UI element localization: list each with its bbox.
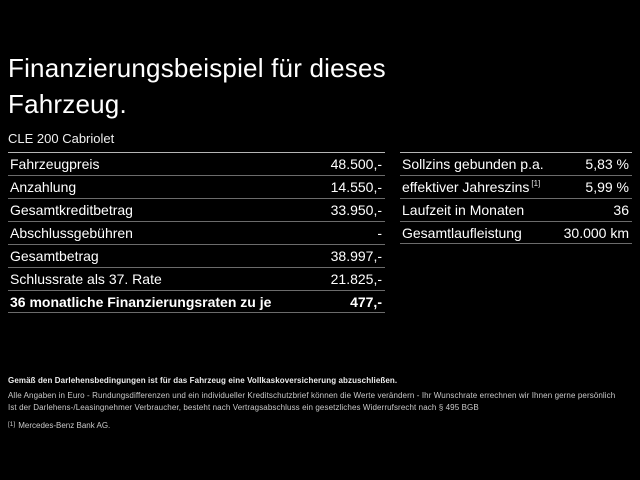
- row-label-text: effektiver Jahreszins: [402, 179, 530, 195]
- row-label-text: Abschlussgebühren: [10, 225, 133, 241]
- row-label-text: 36 monatliche Finanzierungsraten zu je: [10, 293, 272, 310]
- row-label: 36 monatliche Finanzierungsraten zu je: [10, 295, 271, 309]
- row-label: Gesamtbetrag: [10, 249, 99, 263]
- disclaimer-block: Gemäß den Darlehensbedingungen ist für d…: [8, 375, 632, 415]
- table-row: Laufzeit in Monaten 36: [400, 198, 632, 221]
- row-value: 33.950,-: [330, 202, 382, 218]
- table-row: 36 monatliche Finanzierungsraten zu je 47…: [8, 290, 385, 313]
- row-label: Anzahlung: [10, 180, 76, 194]
- row-label: effektiver Jahreszins [1]: [402, 179, 541, 195]
- row-label-text: Fahrzeugpreis: [10, 156, 100, 172]
- footnote-marker: [1]: [8, 421, 16, 428]
- table-row: Schlussrate als 37. Rate 21.825,-: [8, 267, 385, 290]
- table-row: Sollzins gebunden p.a. 5,83 %: [400, 152, 632, 175]
- page-title-line1: Finanzierungsbeispiel für dieses: [8, 53, 386, 83]
- page-title-line2: Fahrzeug.: [8, 89, 127, 119]
- finance-table: Fahrzeugpreis 48.500,- Anzahlung 14.550,- Ge…: [8, 152, 385, 313]
- disclaimer-values: Alle Angaben in Euro - Rundungsdifferenz…: [8, 390, 616, 400]
- row-label: Sollzins gebunden p.a.: [402, 157, 544, 171]
- row-label-text: Sollzins gebunden p.a.: [402, 156, 544, 172]
- footnote: [1] Mercedes-Benz Bank AG.: [8, 420, 110, 431]
- page-title: Finanzierungsbeispiel für dieses Fahrzeu…: [8, 50, 386, 122]
- row-label: Abschlussgebühren: [10, 226, 133, 240]
- table-row: effektiver Jahreszins [1] 5,99 %: [400, 175, 632, 198]
- row-value: 5,99 %: [585, 179, 629, 195]
- row-label-text: Gesamtkreditbetrag: [10, 202, 133, 218]
- row-label: Laufzeit in Monaten: [402, 203, 524, 217]
- footnote-ref-icon: [1]: [531, 179, 541, 188]
- row-value: 5,83 %: [585, 156, 629, 172]
- row-value: 477,-: [350, 293, 382, 310]
- conditions-table: Sollzins gebunden p.a. 5,83 % effektiver J…: [400, 152, 632, 244]
- row-label: Gesamtlaufleistung: [402, 226, 522, 240]
- row-label-text: Gesamtbetrag: [10, 248, 99, 264]
- table-row: Abschlussgebühren -: [8, 221, 385, 244]
- row-value: 14.550,-: [330, 179, 382, 195]
- table-row: Anzahlung 14.550,-: [8, 175, 385, 198]
- table-row: Gesamtlaufleistung 30.000 km: [400, 221, 632, 244]
- row-value: 36: [613, 202, 629, 218]
- row-label-text: Laufzeit in Monaten: [402, 202, 525, 218]
- row-value: 30.000 km: [563, 224, 629, 241]
- row-value: 38.997,-: [330, 248, 382, 264]
- row-value: 21.825,-: [330, 271, 382, 287]
- disclaimer-insurance: Gemäß den Darlehensbedingungen ist für d…: [8, 376, 398, 385]
- row-label: Gesamtkreditbetrag: [10, 203, 133, 217]
- vehicle-model-label: CLE 200 Cabriolet: [8, 131, 115, 146]
- footnote-text: Mercedes-Benz Bank AG.: [18, 421, 111, 430]
- table-row: Gesamtkreditbetrag 33.950,-: [8, 198, 385, 221]
- row-value: 48.500,-: [330, 156, 382, 172]
- table-row: Gesamtbetrag 38.997,-: [8, 244, 385, 267]
- row-label: Fahrzeugpreis: [10, 157, 100, 171]
- row-label-text: Anzahlung: [10, 179, 77, 195]
- table-row: Fahrzeugpreis 48.500,-: [8, 152, 385, 175]
- row-label-text: Schlussrate als 37. Rate: [10, 271, 162, 287]
- row-label: Schlussrate als 37. Rate: [10, 272, 162, 286]
- disclaimer-withdrawal: Ist der Darlehens-/Leasingnehmer Verbrau…: [8, 403, 479, 412]
- row-value: -: [377, 225, 382, 241]
- row-label-text: Gesamtlaufleistung: [402, 224, 522, 241]
